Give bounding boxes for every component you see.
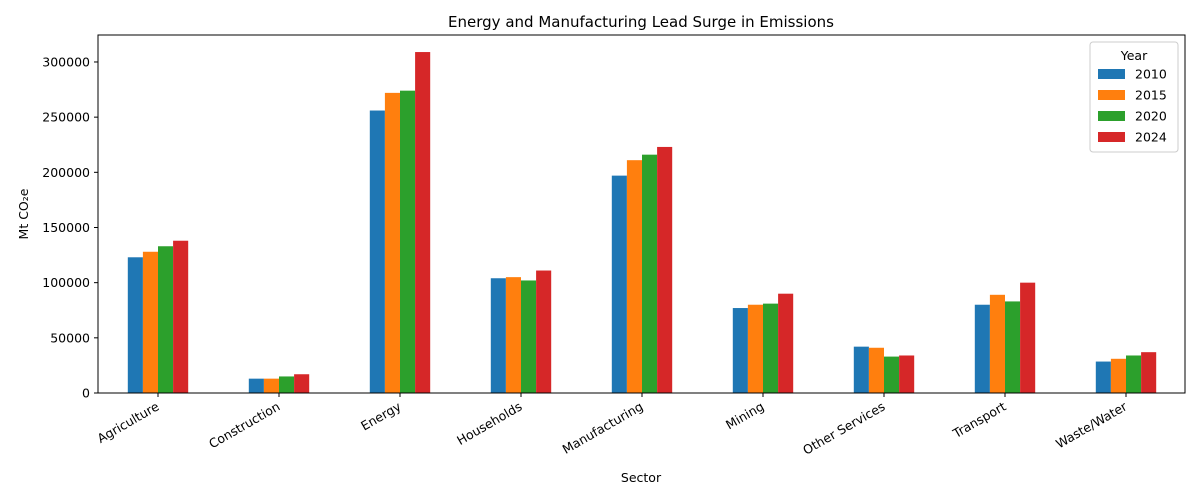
y-tick-label: 250000 — [42, 110, 90, 125]
chart-title: Energy and Manufacturing Lead Surge in E… — [448, 13, 834, 31]
x-tick-label: Mining — [723, 399, 766, 433]
x-tick-label: Energy — [358, 398, 404, 433]
legend: Year 2010 2015 2020 2024 — [1089, 41, 1179, 153]
bar-2020-other-services — [884, 356, 900, 393]
bar-2015-transport — [989, 294, 1005, 393]
y-tick-label: 50000 — [50, 330, 90, 345]
bar-2010-waste-water — [1095, 361, 1111, 393]
bar-2010-households — [490, 278, 506, 393]
bar-2024-energy — [415, 52, 431, 394]
bar-2020-households — [521, 280, 537, 393]
bar-2015-mining — [747, 304, 763, 393]
x-tick-label: Households — [454, 399, 524, 448]
legend-entry: 2015 — [1135, 88, 1167, 103]
bar-2010-agriculture — [127, 257, 143, 393]
legend-swatch — [1098, 90, 1125, 100]
bars — [127, 52, 1157, 394]
bar-2024-manufacturing — [657, 146, 673, 393]
x-tick-label: Other Services — [800, 399, 887, 458]
bar-2010-other-services — [853, 346, 869, 393]
bar-2024-mining — [778, 293, 794, 393]
bar-2010-mining — [732, 308, 748, 393]
bar-2024-agriculture — [173, 240, 189, 393]
bar-2015-other-services — [868, 347, 884, 393]
x-axis-label: Sector — [621, 470, 662, 485]
bar-2020-waste-water — [1126, 355, 1142, 393]
y-tick-label: 300000 — [42, 54, 90, 69]
bar-2020-energy — [400, 90, 416, 394]
y-tick-label: 150000 — [42, 220, 90, 235]
bar-2015-energy — [384, 92, 400, 394]
bar-2024-other-services — [899, 355, 915, 393]
legend-entry: 2024 — [1135, 130, 1167, 145]
bar-2020-transport — [1005, 301, 1021, 393]
bar-2024-transport — [1020, 282, 1036, 393]
bar-2020-agriculture — [158, 246, 174, 393]
bar-2010-transport — [974, 304, 990, 393]
bar-2015-manufacturing — [626, 160, 642, 393]
bar-2015-construction — [263, 378, 279, 393]
bar-2010-energy — [369, 110, 385, 393]
legend-entry: 2010 — [1135, 67, 1167, 82]
x-tick-label: Construction — [206, 399, 282, 452]
x-tick-label: Transport — [949, 399, 1008, 442]
legend-swatch — [1098, 132, 1125, 142]
bar-2010-manufacturing — [611, 175, 627, 393]
bar-2010-construction — [248, 378, 264, 393]
x-tick-label: Agriculture — [94, 398, 161, 446]
legend-swatch — [1098, 111, 1125, 121]
x-axis: Agriculture Construction Energy Households M… — [94, 393, 1130, 458]
bar-2024-waste-water — [1141, 352, 1157, 393]
legend-swatch — [1098, 69, 1125, 79]
y-tick-label: 200000 — [42, 165, 90, 180]
bar-2015-waste-water — [1110, 358, 1126, 393]
y-tick-label: 0 — [82, 386, 90, 401]
bar-2015-households — [505, 277, 521, 393]
legend-title: Year — [1120, 48, 1148, 63]
bar-2020-construction — [279, 376, 295, 393]
bar-2020-mining — [763, 303, 779, 393]
x-tick-label: Waste/Water — [1053, 398, 1130, 451]
bar-2024-construction — [294, 374, 310, 393]
legend-entry: 2020 — [1135, 109, 1167, 124]
x-tick-label: Manufacturing — [560, 399, 646, 457]
y-axis: 0 50000 100000 150000 200000 250000 300000 — [42, 54, 98, 401]
bar-2020-manufacturing — [642, 154, 658, 393]
bar-2024-households — [536, 270, 552, 393]
plot-frame — [97, 34, 1186, 394]
y-axis-label: Mt CO₂e — [16, 188, 31, 239]
y-tick-label: 100000 — [42, 275, 90, 290]
bar-2015-agriculture — [142, 251, 158, 393]
